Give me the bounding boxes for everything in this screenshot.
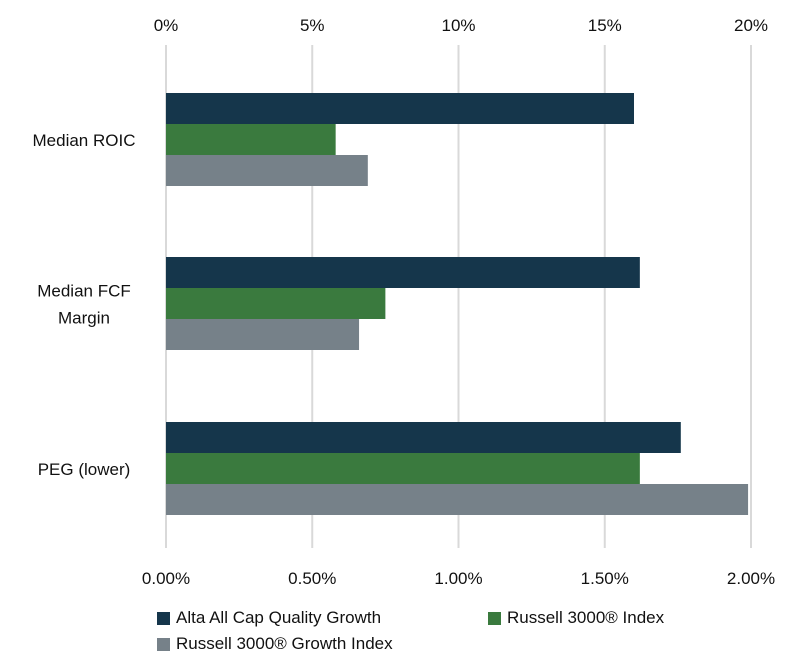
- bottom-axis-tick-label: 1.50%: [581, 569, 629, 588]
- category-label-line: PEG (lower): [38, 460, 131, 479]
- category-label: Median ROIC: [33, 131, 136, 150]
- axis-layer: 0% 5% 10% 15% 20% 0.00% 0.50% 1.00% 1.50% 2.00% Me…: [33, 16, 776, 588]
- top-axis-tick-label: 5%: [300, 16, 325, 35]
- bar: [166, 257, 640, 288]
- bottom-axis-tick-label: 0.50%: [288, 569, 336, 588]
- bar: [166, 93, 634, 124]
- legend-label-alta: Alta All Cap Quality Growth: [176, 608, 382, 627]
- bottom-axis-tick-label: 2.00%: [727, 569, 775, 588]
- legend-swatch-russell-3000: [488, 611, 501, 625]
- bottom-axis-tick-label: 0.00%: [142, 569, 190, 588]
- top-axis-tick-label: 10%: [441, 16, 475, 35]
- bar: [166, 422, 681, 453]
- category-label-line: Median ROIC: [33, 131, 136, 150]
- bar: [166, 288, 386, 319]
- legend-label-russell-3000: Russell 3000® Index: [507, 608, 665, 627]
- bar: [166, 124, 336, 155]
- category-label-line: Median FCF: [37, 282, 131, 301]
- top-axis-tick-label: 20%: [734, 16, 768, 35]
- legend-item-russell-3000: Russell 3000® Index: [488, 608, 664, 628]
- category-label: Median FCF Margin: [37, 282, 131, 328]
- bar: [166, 453, 640, 484]
- bar: [166, 484, 749, 515]
- legend-item-russell-3000-growth: Russell 3000® Growth Index: [157, 634, 393, 654]
- bar-layer: [166, 93, 749, 515]
- bar: [166, 319, 360, 350]
- top-axis-tick-label: 0%: [154, 16, 179, 35]
- bar: [166, 155, 368, 186]
- top-axis-tick-label: 15%: [588, 16, 622, 35]
- legend-label-russell-3000-growth: Russell 3000® Growth Index: [176, 634, 393, 653]
- legend-item-alta: Alta All Cap Quality Growth: [157, 608, 381, 628]
- legend-swatch-alta: [157, 611, 170, 625]
- category-label-line: Margin: [58, 309, 110, 328]
- legend-swatch-russell-3000-growth: [157, 637, 170, 651]
- category-label: PEG (lower): [38, 460, 131, 479]
- bottom-axis-tick-label: 1.00%: [434, 569, 482, 588]
